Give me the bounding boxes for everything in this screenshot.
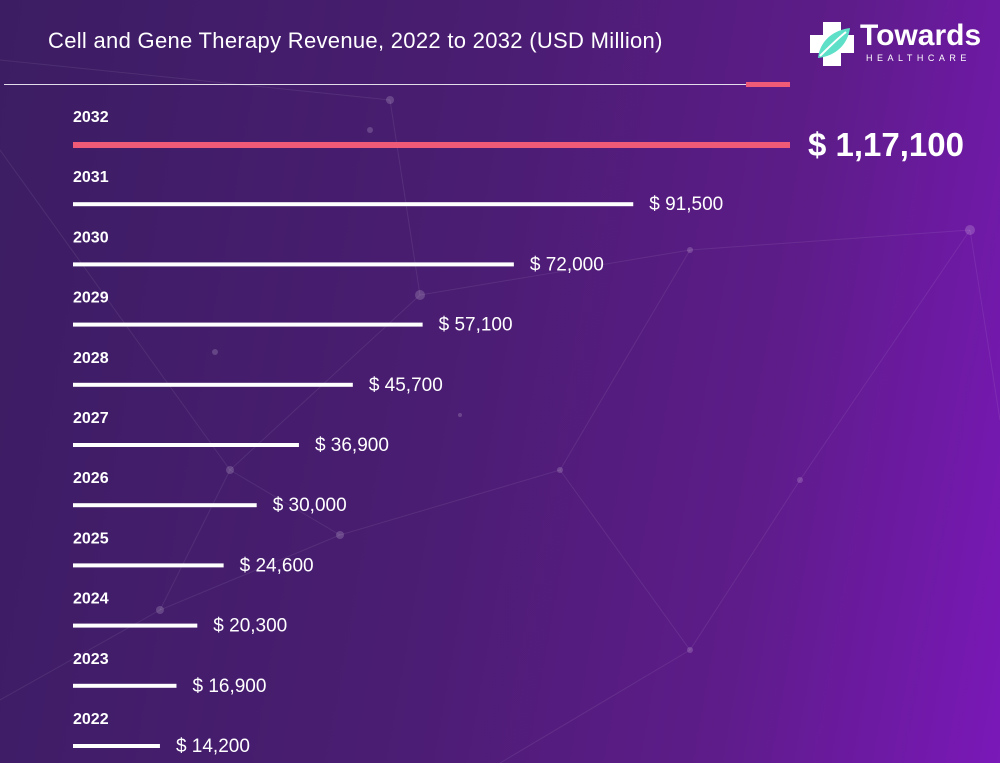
towards-healthcare-logo: Towards HEALTHCARE bbox=[806, 18, 986, 70]
year-label-2022: 2022 bbox=[73, 711, 109, 728]
value-label-2023: $ 16,900 bbox=[192, 676, 266, 697]
bar-2025 bbox=[73, 563, 224, 568]
chart-title: Cell and Gene Therapy Revenue, 2022 to 2… bbox=[48, 28, 663, 53]
bar-2023 bbox=[73, 683, 177, 688]
value-label-2029: $ 57,100 bbox=[439, 315, 513, 336]
bar-2032 bbox=[73, 142, 790, 148]
year-label-2029: 2029 bbox=[73, 290, 109, 307]
year-label-2023: 2023 bbox=[73, 651, 109, 668]
value-label-2032: $ 1,17,100 bbox=[808, 126, 964, 163]
value-label-2024: $ 20,300 bbox=[213, 616, 287, 637]
bar-2024 bbox=[73, 623, 198, 628]
year-label-2031: 2031 bbox=[73, 169, 109, 186]
year-label-2032: 2032 bbox=[73, 109, 109, 126]
bar-2029 bbox=[73, 322, 423, 327]
value-label-2026: $ 30,000 bbox=[273, 495, 347, 516]
value-label-2027: $ 36,900 bbox=[315, 435, 389, 456]
logo-wordmark: Towards bbox=[860, 19, 982, 52]
year-label-2025: 2025 bbox=[73, 530, 109, 547]
value-label-2028: $ 45,700 bbox=[369, 375, 443, 396]
value-label-2030: $ 72,000 bbox=[530, 254, 604, 275]
value-label-2031: $ 91,500 bbox=[649, 194, 723, 215]
bar-2028 bbox=[73, 382, 353, 387]
title-divider bbox=[4, 84, 746, 85]
year-label-2030: 2030 bbox=[73, 229, 109, 246]
title-divider-accent bbox=[746, 82, 790, 87]
bar-2027 bbox=[73, 443, 299, 447]
value-label-2025: $ 24,600 bbox=[240, 555, 314, 576]
year-label-2027: 2027 bbox=[73, 410, 109, 427]
value-label-2022: $ 14,200 bbox=[176, 736, 250, 757]
year-label-2024: 2024 bbox=[73, 591, 109, 608]
bar-2031 bbox=[73, 202, 634, 207]
bar-2026 bbox=[73, 503, 257, 508]
year-label-2026: 2026 bbox=[73, 470, 109, 487]
bar-2030 bbox=[73, 262, 514, 267]
logo-subtitle: HEALTHCARE bbox=[866, 53, 971, 63]
year-label-2028: 2028 bbox=[73, 350, 109, 367]
bar-2022 bbox=[73, 744, 160, 748]
medical-cross-leaf-icon bbox=[810, 22, 854, 66]
